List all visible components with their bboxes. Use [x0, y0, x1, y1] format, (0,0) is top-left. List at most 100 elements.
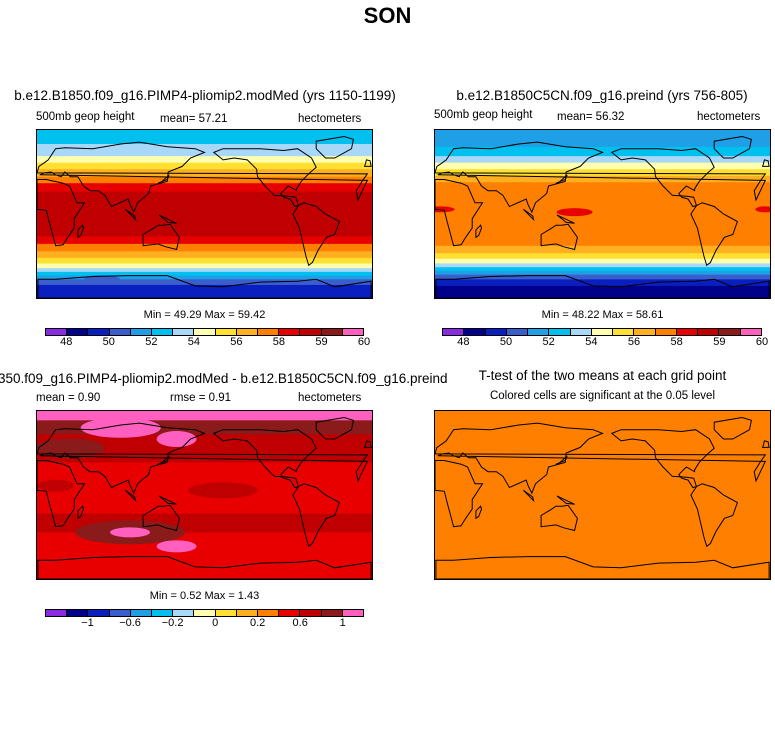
coastline: [475, 505, 483, 520]
contour-band: [37, 243, 372, 252]
colorbar-swatch: [549, 329, 571, 335]
contour-blob: [188, 482, 259, 499]
coastline: [125, 208, 137, 222]
contour-band: [435, 253, 770, 260]
coastline: [690, 202, 739, 267]
coastline: [610, 429, 715, 489]
contour-band: [37, 251, 372, 259]
coastline: [212, 148, 317, 208]
colorbar-tick-label: 0: [212, 617, 219, 629]
coastline: [37, 422, 369, 495]
colorbar-tick-label: 59: [315, 336, 328, 348]
colorbar-swatch: [464, 329, 486, 335]
coastline: [435, 422, 767, 495]
colorbar-swatch: [321, 329, 343, 335]
coastline: [556, 214, 575, 224]
colorbar-swatch: [279, 329, 301, 335]
contour-blob: [37, 479, 74, 492]
coastline: [315, 135, 354, 159]
colorbar-tick-label: −0.6: [119, 617, 141, 629]
contour-band: [435, 130, 770, 148]
coastline: [555, 174, 568, 184]
coastline: [475, 224, 483, 239]
colorbar-swatch: [443, 329, 465, 335]
panel-a-variable: 500mb geop height: [36, 111, 135, 123]
contour-blob: [435, 206, 455, 213]
contour-band: [435, 182, 770, 247]
contour-band: [37, 257, 372, 264]
colorbar-swatch: [236, 329, 259, 335]
contour-band: [37, 236, 372, 245]
colorbar-swatch: [109, 610, 131, 616]
coastline: [158, 495, 177, 505]
contour-band: [435, 285, 770, 298]
contour-blob: [84, 275, 121, 284]
coastline: [292, 202, 341, 267]
contour-blob: [37, 438, 105, 459]
colorbar-swatch: [215, 610, 237, 616]
coastline: [713, 416, 752, 440]
contour-band: [435, 274, 770, 280]
contour-blob: [110, 527, 151, 538]
colorbar-swatch: [173, 610, 195, 616]
contour-blob: [156, 540, 197, 553]
colorbar-swatch: [676, 329, 699, 335]
coastline: [37, 275, 372, 298]
colorbar-swatch: [740, 329, 761, 335]
panel-c-mean: mean = 0.90: [36, 392, 101, 404]
colorbar-swatch: [109, 329, 131, 335]
contour-band: [37, 279, 372, 286]
colorbar-tick-label: 50: [102, 336, 115, 348]
colorbar-swatch: [236, 610, 259, 616]
panel-c-minmax: Min = 0.52 Max = 1.43: [149, 590, 260, 602]
colorbar-tick-label: 0.6: [292, 617, 308, 629]
contour-band: [37, 411, 372, 421]
colorbar-swatch: [279, 610, 301, 616]
colorbar-swatch: [321, 610, 343, 616]
coastline: [363, 440, 372, 448]
contour-band: [37, 263, 372, 269]
contour-band: [435, 175, 770, 183]
colorbar-tick-label: 50: [499, 336, 513, 348]
colorbar-swatch: [528, 329, 550, 335]
contour-band: [37, 268, 372, 273]
coastline: [761, 440, 770, 448]
coastline: [610, 148, 715, 208]
contour-band: [435, 146, 770, 157]
coastline: [37, 460, 86, 528]
panel-d-map: [434, 410, 771, 580]
colorbar-swatch: [152, 610, 174, 616]
contour-blob: [755, 206, 770, 213]
contour-band: [435, 245, 770, 254]
coastline: [555, 455, 568, 465]
colorbar-swatch: [698, 329, 720, 335]
coastline: [713, 135, 752, 159]
contour-band: [435, 279, 770, 287]
colorbar-swatch: [342, 329, 364, 335]
coastline: [435, 556, 770, 579]
contour-band: [435, 156, 770, 164]
coastline: [435, 179, 484, 247]
panel-b-units: hectometers: [697, 111, 761, 123]
contour-band: [435, 258, 770, 264]
contour-band: [435, 162, 770, 170]
contour-band: [37, 284, 372, 298]
coastline: [292, 483, 341, 548]
colorbar-tick-label: −1: [81, 617, 94, 629]
colorbar-swatch: [152, 329, 174, 335]
colorbar-tick-label: 52: [145, 336, 158, 348]
coastline: [142, 504, 180, 532]
coastline: [435, 275, 770, 298]
coastline: [77, 224, 85, 239]
colorbar-swatch: [506, 329, 529, 335]
panel-a-map: [36, 129, 373, 299]
coastline: [556, 495, 575, 505]
coastline: [363, 159, 372, 167]
colorbar-tick-label: 56: [627, 336, 641, 348]
panel-b-minmax: Min = 48.22 Max = 58.61: [541, 309, 664, 321]
contour-blob: [80, 417, 161, 438]
panel-a-units: hectometers: [298, 113, 362, 125]
panel-c-map: [36, 410, 373, 580]
panel-d-title: T-test of the two means at each grid poi…: [478, 368, 727, 383]
coastline: [523, 489, 535, 503]
